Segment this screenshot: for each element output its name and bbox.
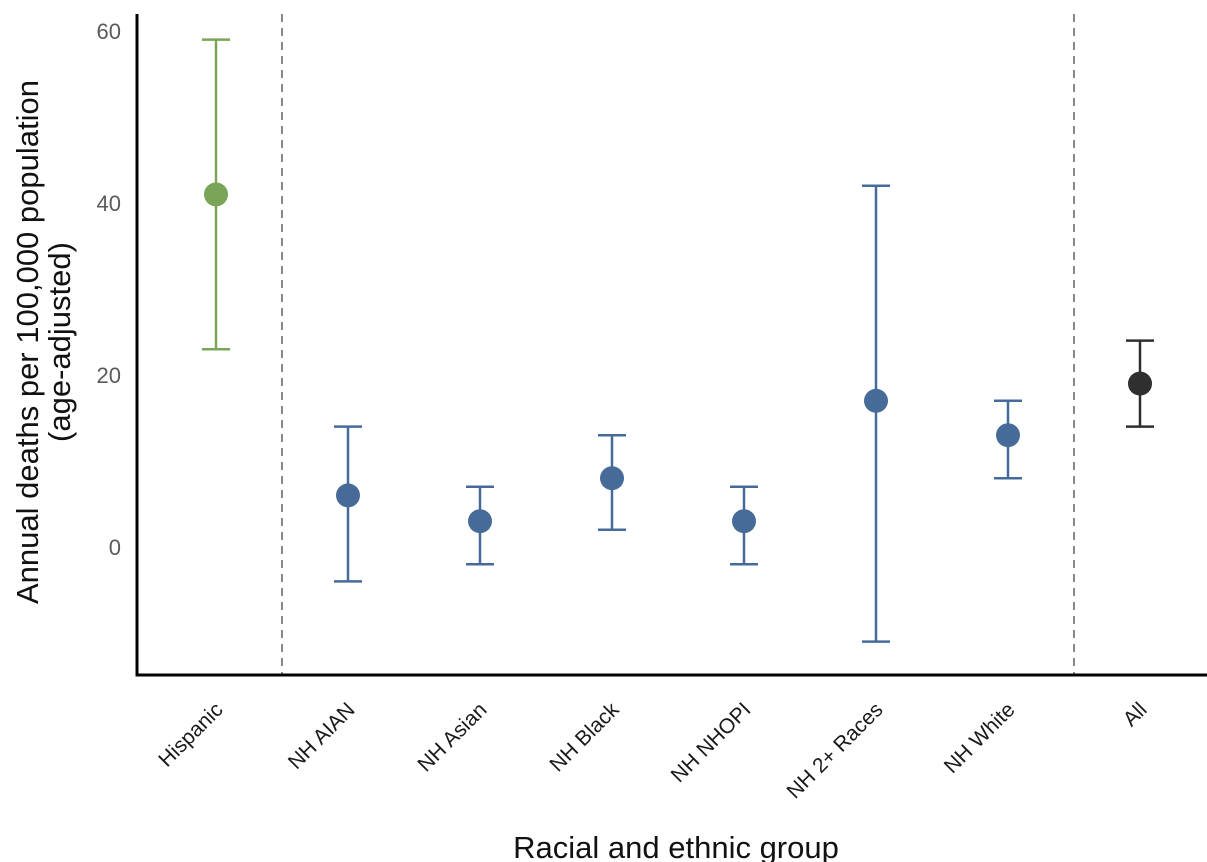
y-axis-title-line2: (age-adjusted) [42, 242, 77, 442]
y-tick-label: 40 [97, 191, 121, 216]
y-axis-title-line1: Annual deaths per 100,000 population [10, 80, 45, 604]
data-point [732, 509, 756, 534]
x-tick-label: NH Black [545, 698, 624, 777]
x-tick-label: NH NHOPI [667, 698, 756, 787]
data-point [600, 466, 624, 491]
x-tick-label: NH Asian [413, 698, 491, 776]
data-point [864, 388, 888, 413]
y-tick-label: 60 [97, 19, 121, 44]
group-separators [281, 14, 1075, 675]
data-point [996, 423, 1020, 448]
y-tick-label: 20 [97, 363, 121, 388]
y-axis-title: Annual deaths per 100,000 population (ag… [10, 80, 77, 604]
y-axis-ticks: 0 20 40 60 [97, 19, 121, 560]
x-axis-ticks: Hispanic NH AIAN NH Asian NH Black NH NHOPI N… [154, 698, 1151, 803]
point-estimates [204, 182, 1152, 534]
y-tick-label: 0 [109, 535, 121, 560]
data-point [468, 509, 492, 534]
data-point [204, 182, 228, 207]
x-tick-label: All [1119, 698, 1152, 731]
x-tick-label: NH AIAN [284, 698, 360, 774]
x-tick-label: NH 2+ Races [783, 698, 888, 803]
data-point [336, 483, 360, 508]
x-tick-label: Hispanic [154, 698, 227, 771]
x-tick-label: NH White [940, 698, 1020, 778]
error-bars [202, 38, 1154, 643]
x-axis-title: Racial and ethnic group [513, 830, 839, 862]
data-point [1128, 371, 1152, 396]
